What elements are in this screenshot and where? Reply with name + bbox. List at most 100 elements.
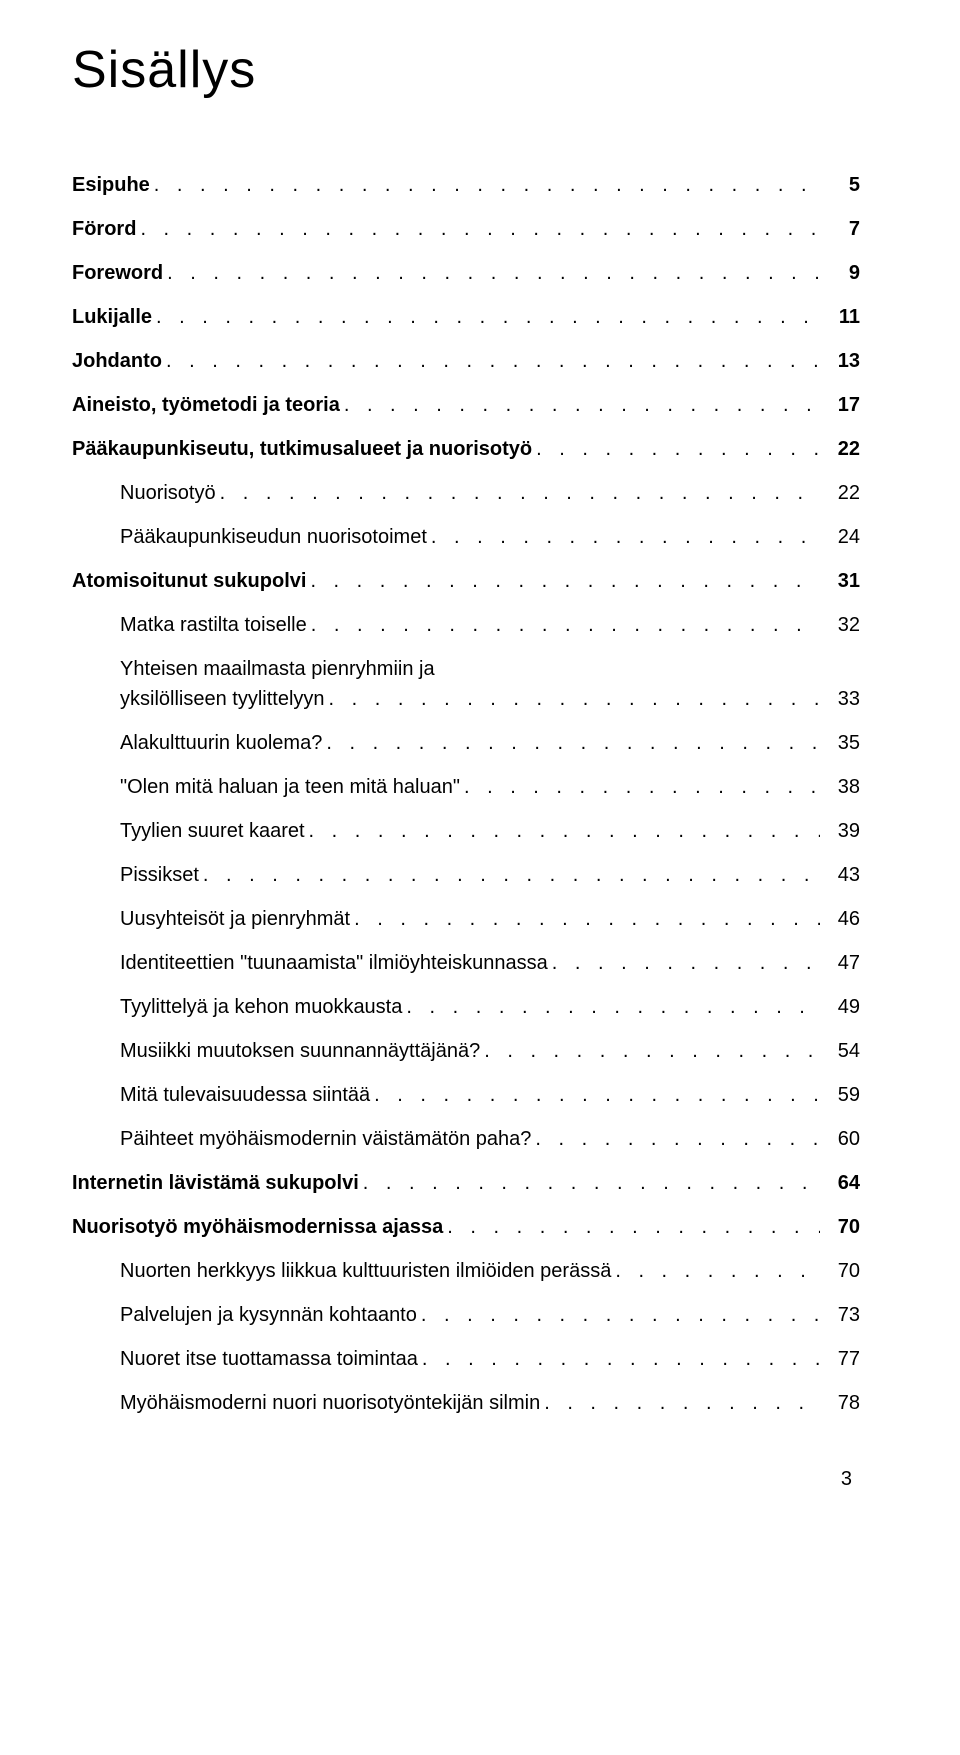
toc-row: Mitä tulevaisuudessa siintää . . . . . .… [72,1080,860,1110]
toc-page: 33 [820,684,860,714]
toc-label: Myöhäismoderni nuori nuorisotyöntekijän … [72,1388,540,1418]
toc-row: Förord . . . . . . . . . . . . . . . . .… [72,214,860,244]
toc-row: Nuorisotyö . . . . . . . . . . . . . . .… [72,478,860,508]
toc-label: Alakulttuurin kuolema? [72,728,322,758]
toc-label: Atomisoitunut sukupolvi [72,566,306,596]
toc-page: 24 [820,522,860,552]
toc-row: "Olen mitä haluan ja teen mitä haluan" .… [72,772,860,802]
toc-row: Yhteisen maailmasta pienryhmiin jayksilö… [72,654,860,714]
toc-leader: . . . . . . . . . . . . . . . . . . . . … [427,522,820,552]
toc-leader: . . . . . . . . . . . . . . . . . . . . … [402,992,820,1022]
toc-page: 77 [820,1344,860,1374]
toc-label: Identiteettien "tuunaamista" ilmiöyhteis… [72,948,548,978]
toc-page: 39 [820,816,860,846]
toc-leader: . . . . . . . . . . . . . . . . . . . . … [340,390,820,420]
toc-label: Yhteisen maailmasta pienryhmiin ja [72,654,435,684]
toc-row: Internetin lävistämä sukupolvi . . . . .… [72,1168,860,1198]
toc-label: Johdanto [72,346,162,376]
toc-page: 60 [820,1124,860,1154]
toc-page: 35 [820,728,860,758]
toc-leader: . . . . . . . . . . . . . . . . . . . . … [531,1124,820,1154]
toc-page: 22 [820,434,860,464]
toc-label: Nuoret itse tuottamassa toimintaa [72,1344,418,1374]
toc-page: 59 [820,1080,860,1110]
toc-label: Nuorten herkkyys liikkua kulttuuristen i… [72,1256,611,1286]
toc-label: Matka rastilta toiselle [72,610,307,640]
toc-label: Pääkaupunkiseutu, tutkimusalueet ja nuor… [72,434,532,464]
toc-page: 31 [820,566,860,596]
toc-row: Pääkaupunkiseutu, tutkimusalueet ja nuor… [72,434,860,464]
toc-leader: . . . . . . . . . . . . . . . . . . . . … [370,1080,820,1110]
toc-leader: . . . . . . . . . . . . . . . . . . . . … [359,1168,820,1198]
toc-page: 70 [820,1256,860,1286]
toc-label: Mitä tulevaisuudessa siintää [72,1080,370,1110]
toc-page: 5 [820,170,860,200]
toc-page: 54 [820,1036,860,1066]
toc-leader: . . . . . . . . . . . . . . . . . . . . … [350,904,820,934]
toc-leader: . . . . . . . . . . . . . . . . . . . . … [163,258,820,288]
toc-leader: . . . . . . . . . . . . . . . . . . . . … [443,1212,820,1242]
toc-row: Foreword . . . . . . . . . . . . . . . .… [72,258,860,288]
toc-page: 43 [820,860,860,890]
footer-page-number: 3 [72,1468,860,1491]
toc-label: Musiikki muutoksen suunnannäyttäjänä? [72,1036,480,1066]
toc-leader: . . . . . . . . . . . . . . . . . . . . … [152,302,820,332]
toc-label-cont: yksilölliseen tyylittelyyn [72,684,325,714]
toc-page: 38 [820,772,860,802]
toc-label: Lukijalle [72,302,152,332]
toc-page: 47 [820,948,860,978]
toc-row: Myöhäismoderni nuori nuorisotyöntekijän … [72,1388,860,1418]
toc-row: Johdanto . . . . . . . . . . . . . . . .… [72,346,860,376]
toc-label: Internetin lävistämä sukupolvi [72,1168,359,1198]
toc-label: Tyylittelyä ja kehon muokkausta [72,992,402,1022]
toc-leader: . . . . . . . . . . . . . . . . . . . . … [611,1256,820,1286]
toc-page: 11 [820,302,860,332]
toc-label: Foreword [72,258,163,288]
toc-row: Esipuhe . . . . . . . . . . . . . . . . … [72,170,860,200]
toc-leader: . . . . . . . . . . . . . . . . . . . . … [548,948,820,978]
toc-leader: . . . . . . . . . . . . . . . . . . . . … [216,478,820,508]
toc-row: Päihteet myöhäismodernin väistämätön pah… [72,1124,860,1154]
toc-page: 32 [820,610,860,640]
toc-page: 78 [820,1388,860,1418]
toc-leader: . . . . . . . . . . . . . . . . . . . . … [162,346,820,376]
toc-leader: . . . . . . . . . . . . . . . . . . . . … [532,434,820,464]
toc-row: Alakulttuurin kuolema? . . . . . . . . .… [72,728,860,758]
toc-label: Nuorisotyö [72,478,216,508]
toc-row: Pääkaupunkiseudun nuorisotoimet . . . . … [72,522,860,552]
toc-label: Päihteet myöhäismodernin väistämätön pah… [72,1124,531,1154]
toc-row: Nuorisotyö myöhäismodernissa ajassa . . … [72,1212,860,1242]
toc-leader: . . . . . . . . . . . . . . . . . . . . … [306,566,820,596]
toc-row: Musiikki muutoksen suunnannäyttäjänä? . … [72,1036,860,1066]
toc-leader: . . . . . . . . . . . . . . . . . . . . … [307,610,820,640]
toc-page: 7 [820,214,860,244]
toc-leader: . . . . . . . . . . . . . . . . . . . . … [417,1300,820,1330]
toc-leader: . . . . . . . . . . . . . . . . . . . . … [322,728,820,758]
toc-page: 46 [820,904,860,934]
toc-label: Pissikset [72,860,199,890]
toc-page: 70 [820,1212,860,1242]
toc-label: Nuorisotyö myöhäismodernissa ajassa [72,1212,443,1242]
toc-leader: . . . . . . . . . . . . . . . . . . . . … [325,684,820,714]
toc-label: Esipuhe [72,170,150,200]
toc-label: Förord [72,214,136,244]
toc-leader: . . . . . . . . . . . . . . . . . . . . … [460,772,820,802]
toc-row: Atomisoitunut sukupolvi . . . . . . . . … [72,566,860,596]
toc-leader: . . . . . . . . . . . . . . . . . . . . … [480,1036,820,1066]
toc-page: 49 [820,992,860,1022]
toc-page: 22 [820,478,860,508]
toc-page: 64 [820,1168,860,1198]
toc-leader: . . . . . . . . . . . . . . . . . . . . … [150,170,820,200]
toc-page: 73 [820,1300,860,1330]
toc-leader: . . . . . . . . . . . . . . . . . . . . … [199,860,820,890]
toc-page: 13 [820,346,860,376]
toc-leader: . . . . . . . . . . . . . . . . . . . . … [136,214,820,244]
toc-leader: . . . . . . . . . . . . . . . . . . . . … [418,1344,820,1374]
toc-row: Palvelujen ja kysynnän kohtaanto . . . .… [72,1300,860,1330]
page-title: Sisällys [72,40,860,100]
toc-row: Tyylien suuret kaaret . . . . . . . . . … [72,816,860,846]
toc-label: Aineisto, työmetodi ja teoria [72,390,340,420]
toc-row: Aineisto, työmetodi ja teoria . . . . . … [72,390,860,420]
toc-label: "Olen mitä haluan ja teen mitä haluan" [72,772,460,802]
table-of-contents: Esipuhe . . . . . . . . . . . . . . . . … [72,170,860,1418]
